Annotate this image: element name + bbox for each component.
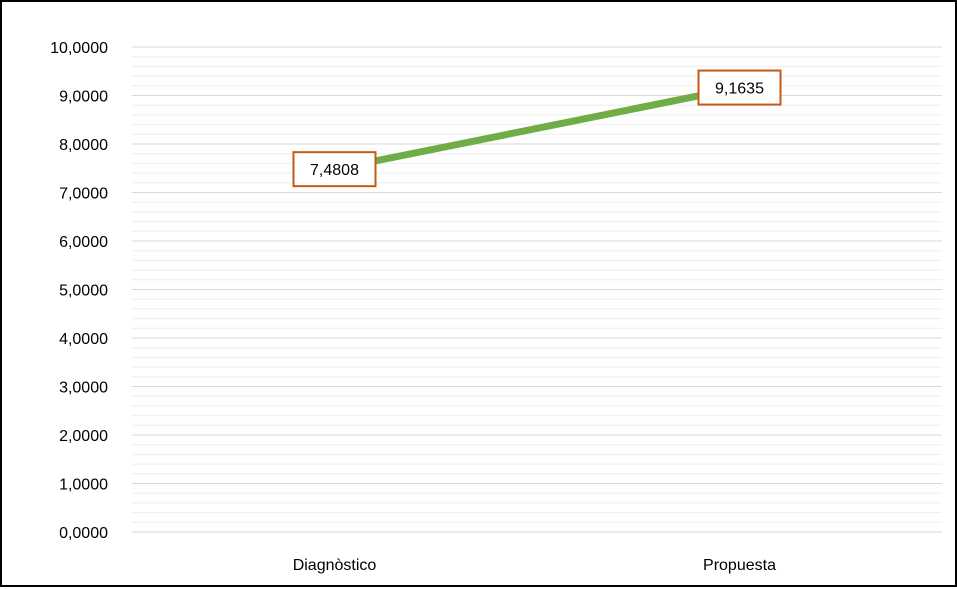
x-axis-category-labels: Diagnòstico Propuesta xyxy=(293,557,776,574)
y-tick-label: 10,0000 xyxy=(50,40,108,57)
data-label: 7,4808 xyxy=(292,151,377,188)
y-tick-label: 2,0000 xyxy=(59,428,108,445)
y-tick-label: 4,0000 xyxy=(59,331,108,348)
y-tick-label: 8,0000 xyxy=(59,137,108,154)
series-layer xyxy=(333,84,741,173)
minor-gridlines xyxy=(132,56,942,523)
x-category-label: Propuesta xyxy=(703,557,776,574)
series-line xyxy=(333,84,741,173)
x-category-label: Diagnòstico xyxy=(293,557,377,574)
y-tick-label: 7,0000 xyxy=(59,186,108,203)
data-label-box xyxy=(292,151,377,188)
y-tick-label: 0,0000 xyxy=(59,525,108,542)
data-label: 9,1635 xyxy=(697,69,782,106)
y-tick-label: 5,0000 xyxy=(59,283,108,300)
data-label-box xyxy=(697,69,782,106)
y-tick-label: 6,0000 xyxy=(59,234,108,251)
data-label-value: 7,4808 xyxy=(310,162,359,179)
major-gridlines xyxy=(132,46,942,533)
y-tick-label: 1,0000 xyxy=(59,477,108,494)
y-tick-label: 3,0000 xyxy=(59,380,108,397)
data-labels: 7,4808 9,1635 xyxy=(292,69,782,188)
data-label-value: 9,1635 xyxy=(715,81,764,98)
y-axis-tick-labels: 0,0000 1,0000 2,0000 3,0000 4,0000 5,0000 6,00… xyxy=(50,40,108,542)
y-tick-label: 9,0000 xyxy=(59,89,108,106)
